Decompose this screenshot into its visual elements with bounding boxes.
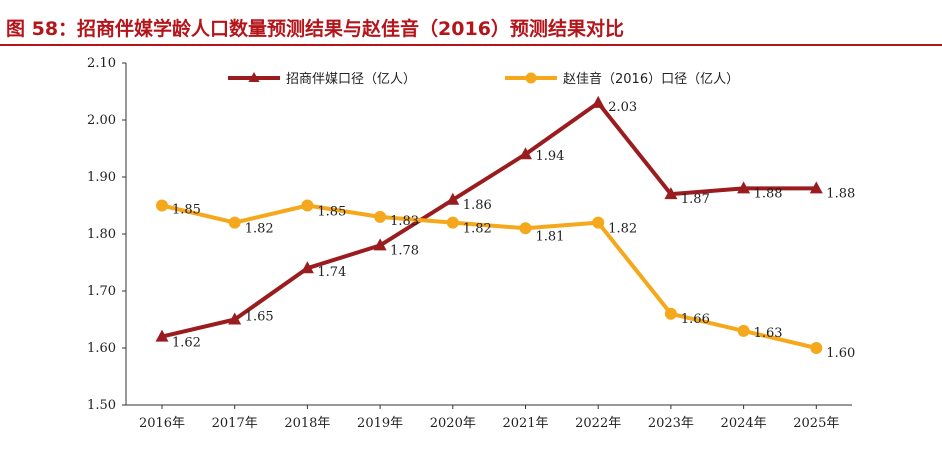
data-label: 1.63 <box>754 326 783 341</box>
data-point-triangle <box>446 192 460 205</box>
data-point-triangle <box>228 312 242 325</box>
x-tick-label: 2020年 <box>430 416 476 431</box>
series-line <box>161 100 817 339</box>
data-point-triangle <box>300 261 314 274</box>
data-point-triangle <box>155 329 169 342</box>
y-tick-label: 1.70 <box>87 284 116 299</box>
data-label: 1.65 <box>245 310 274 325</box>
data-point-circle <box>664 307 677 320</box>
data-point-circle <box>810 342 823 354</box>
data-point-triangle <box>591 95 605 108</box>
y-tick-label: 1.90 <box>87 170 116 185</box>
data-label: 1.88 <box>826 186 855 201</box>
data-point-circle <box>446 216 459 229</box>
data-label: 1.66 <box>681 312 710 327</box>
data-label: 1.82 <box>245 222 274 237</box>
data-point-circle <box>592 216 605 229</box>
data-point-triangle <box>664 187 678 200</box>
y-tick-label: 2.10 <box>87 56 116 71</box>
data-label: 1.82 <box>608 222 637 237</box>
x-tick-label: 2021年 <box>502 416 548 431</box>
figure-title: 图 58：招商伴媒学龄人口数量预测结果与赵佳音（2016）预测结果对比 <box>6 18 624 40</box>
data-label: 1.85 <box>317 205 346 220</box>
data-label: 1.88 <box>754 186 783 201</box>
data-label: 1.87 <box>681 192 710 207</box>
data-point-circle <box>156 199 168 212</box>
series-line <box>161 203 817 350</box>
data-label: 1.85 <box>172 203 201 218</box>
legend-label: 招商伴媒口径（亿人） <box>286 72 416 87</box>
data-point-triangle <box>737 181 751 194</box>
legend-label: 赵佳音（2016）口径（亿人） <box>563 71 739 87</box>
y-tick-label: 1.60 <box>87 341 116 356</box>
title-divider <box>0 44 942 46</box>
data-label: 1.81 <box>536 229 565 244</box>
data-point-triangle <box>809 181 823 194</box>
y-tick-label: 1.50 <box>87 398 116 413</box>
data-label: 1.60 <box>826 346 855 361</box>
x-tick-label: 2017年 <box>212 416 258 431</box>
data-label: 1.94 <box>536 149 565 164</box>
x-tick-label: 2022年 <box>575 416 621 431</box>
x-tick-label: 2019年 <box>357 416 403 431</box>
data-label: 2.03 <box>608 100 637 115</box>
legend-marker-triangle <box>248 72 260 82</box>
x-tick-label: 2025年 <box>793 416 839 431</box>
data-label: 1.86 <box>463 198 492 213</box>
data-label: 1.78 <box>390 243 419 258</box>
data-point-circle <box>228 216 241 229</box>
data-point-circle <box>301 199 314 212</box>
data-label: 1.62 <box>172 336 201 351</box>
y-tick-label: 2.00 <box>87 113 116 128</box>
data-point-circle <box>737 324 750 337</box>
x-tick-label: 2016年 <box>139 416 185 431</box>
x-tick-label: 2018年 <box>284 416 330 431</box>
legend-marker-circle <box>525 72 537 84</box>
x-tick-label: 2023年 <box>648 416 694 431</box>
data-label: 1.82 <box>463 222 492 237</box>
x-tick-label: 2024年 <box>721 416 767 431</box>
data-point-triangle <box>373 238 387 251</box>
data-point-triangle <box>519 147 532 160</box>
data-label: 1.83 <box>390 214 419 229</box>
data-point-circle <box>519 222 532 235</box>
data-point-circle <box>374 210 387 223</box>
y-tick-label: 1.80 <box>87 227 116 242</box>
data-label: 1.74 <box>317 265 346 280</box>
